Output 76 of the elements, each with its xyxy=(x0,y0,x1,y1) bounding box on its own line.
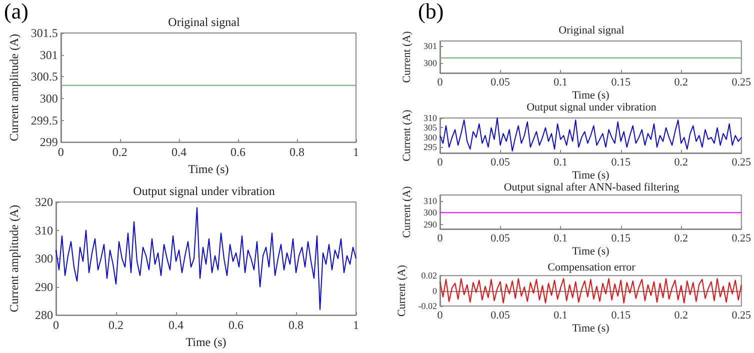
x-tick-label: 0.1 xyxy=(554,232,568,244)
line-series xyxy=(56,207,356,310)
y-tick-label: 280 xyxy=(35,308,53,322)
y-tick-label: -0.02 xyxy=(418,301,437,311)
text: (b) xyxy=(418,0,444,24)
x-tick-label: 0.25 xyxy=(732,232,752,244)
chart-title: Original signal xyxy=(168,15,240,29)
line-series xyxy=(440,118,742,152)
y-tick-label: 310 xyxy=(424,113,438,123)
x-tick-label: 0.05 xyxy=(490,232,510,244)
y-tick-label: 300 xyxy=(35,252,53,266)
x-tick-label: 0.2 xyxy=(674,76,688,88)
y-tick-label: 300 xyxy=(424,58,438,68)
text: (a) xyxy=(4,0,28,24)
y-tick-label: 300 xyxy=(424,132,438,142)
x-tick-label: 0.8 xyxy=(288,318,304,332)
y-tick-label: 301 xyxy=(424,41,437,52)
line-series xyxy=(440,278,742,304)
x-tick-label: 0.2 xyxy=(108,318,124,332)
x-tick-label: 0.8 xyxy=(289,145,304,160)
x-tick-label: 0.15 xyxy=(611,156,631,168)
y-tick-label: 310 xyxy=(424,196,438,206)
y-axis-title: Current (A) xyxy=(396,264,408,317)
x-tick-label: 0.4 xyxy=(168,318,184,332)
x-tick-label: 0.25 xyxy=(732,156,752,168)
y-tick-label: 301.5 xyxy=(30,26,58,40)
x-tick-label: 0.6 xyxy=(228,318,244,332)
chart-title: Original signal xyxy=(558,24,624,36)
x-tick-label: 0.15 xyxy=(611,76,631,88)
y-tick-label: 320 xyxy=(35,195,53,209)
y-tick-label: 301 xyxy=(40,48,58,62)
y-tick-label: 299 xyxy=(40,135,58,150)
y-axis-title: Current (A) xyxy=(401,109,414,162)
chart-title: Output signal under vibration xyxy=(526,102,657,114)
x-tick-label: 0.05 xyxy=(490,310,510,322)
y-tick-label: 300.5 xyxy=(30,70,58,84)
y-tick-label: 299.5 xyxy=(30,113,58,128)
y-axis-title: Current (A) xyxy=(401,186,414,238)
x-tick-label: 0.2 xyxy=(674,232,688,244)
y-tick-label: 290 xyxy=(424,219,438,230)
x-tick-label: 0.15 xyxy=(611,232,631,244)
x-tick-label: 0.25 xyxy=(732,76,752,88)
x-axis-title: Time (s) xyxy=(572,90,610,102)
y-tick-label: 300 xyxy=(40,91,58,106)
x-tick-label: 0.25 xyxy=(732,310,752,322)
x-tick-label: 0.05 xyxy=(490,76,510,88)
x-axis-title: Time (s) xyxy=(186,335,226,349)
y-tick-label: 0.02 xyxy=(421,270,437,281)
y-tick-label: 0 xyxy=(432,286,438,296)
x-tick-label: 0.1 xyxy=(554,156,568,168)
chart-title: Output signal under vibration xyxy=(133,184,275,198)
y-axis-title: Current amplitude (A) xyxy=(7,34,21,142)
x-axis-title: Time (s) xyxy=(188,162,229,176)
x-tick-label: 0.05 xyxy=(490,156,510,168)
y-tick-label: 310 xyxy=(35,223,53,238)
y-tick-label: 305 xyxy=(424,122,438,133)
x-tick-label: 0.2 xyxy=(674,156,688,168)
x-tick-label: 0.4 xyxy=(171,145,186,160)
x-tick-label: 0.6 xyxy=(230,145,246,160)
y-axis-title: Current amplitude (A) xyxy=(7,204,21,312)
y-axis-title: Current (A) xyxy=(401,30,414,83)
x-tick-label: 0.15 xyxy=(611,310,631,322)
x-tick-label: 0.2 xyxy=(674,310,688,322)
chart-title: Output signal after ANN-based filtering xyxy=(504,182,680,194)
y-tick-label: 300 xyxy=(424,208,438,218)
x-tick-label: 1 xyxy=(353,145,359,160)
y-tick-label: 295 xyxy=(424,142,438,152)
x-tick-label: 0.2 xyxy=(112,145,128,160)
x-tick-label: 0.1 xyxy=(554,76,568,88)
x-axis-title: Time (s) xyxy=(572,246,610,258)
x-tick-label: 1 xyxy=(353,318,359,332)
x-axis-title: Time (s) xyxy=(572,170,610,182)
x-tick-label: 0.1 xyxy=(554,310,568,322)
x-axis-title: Time (s) xyxy=(572,322,610,334)
y-tick-label: 290 xyxy=(35,280,53,294)
chart-title: Compensation error xyxy=(548,262,636,274)
